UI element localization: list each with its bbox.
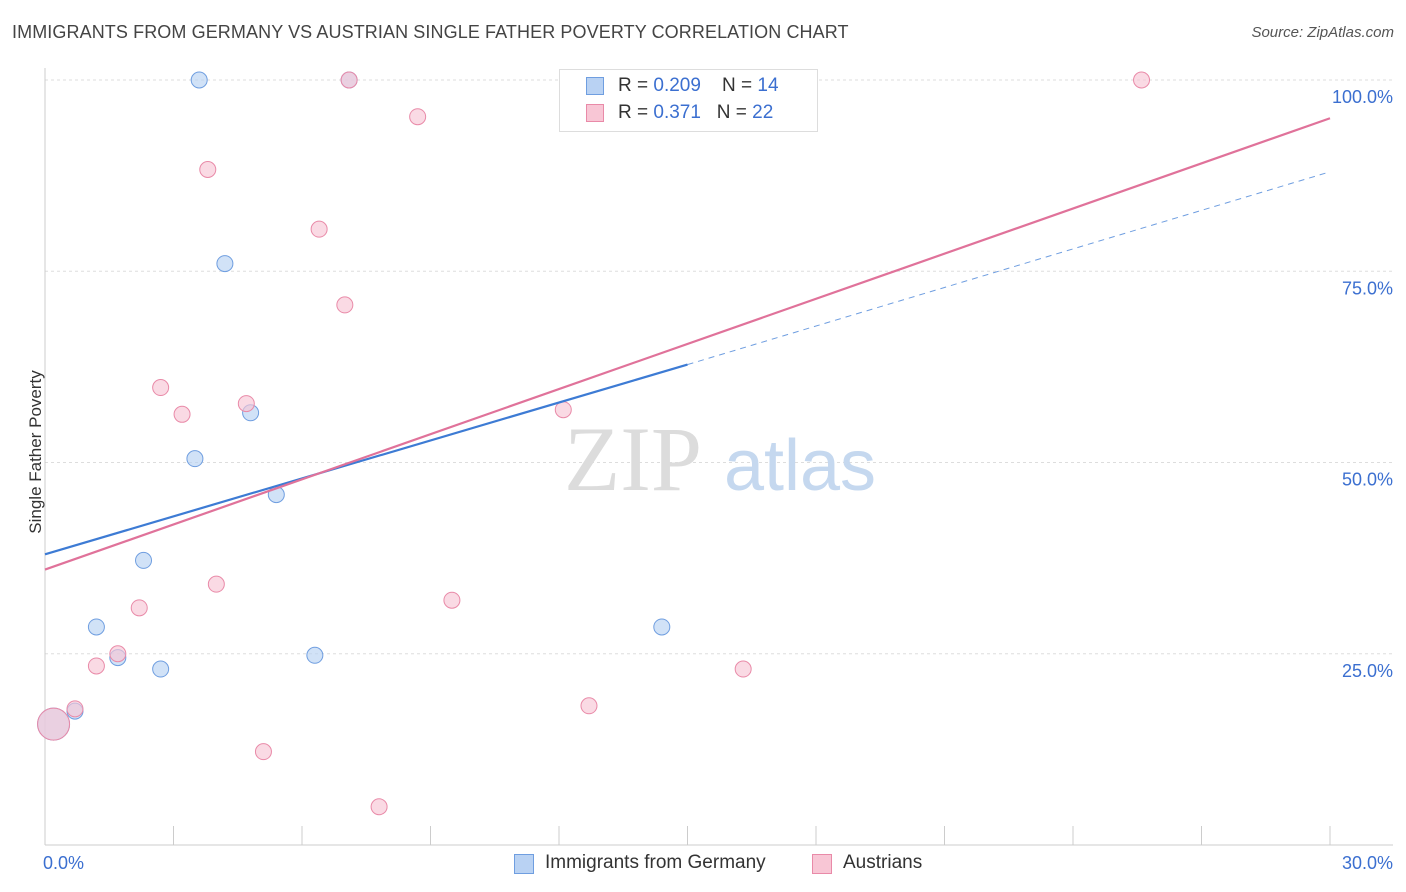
point-austrians-12 bbox=[336, 296, 354, 314]
series-legend-label-germany: Immigrants from Germany bbox=[545, 852, 766, 873]
legend-r-label: R = bbox=[618, 102, 654, 123]
point-germany-11 bbox=[306, 646, 324, 664]
chart-title: IMMIGRANTS FROM GERMANY VS AUSTRIAN SING… bbox=[12, 22, 849, 42]
point-austrians-14 bbox=[370, 798, 388, 816]
point-austrians-3 bbox=[109, 645, 127, 663]
point-austrians-2 bbox=[87, 657, 105, 675]
legend-r-label: R = bbox=[618, 75, 654, 96]
point-austrians-16 bbox=[443, 591, 461, 609]
watermark-zip: ZIP bbox=[564, 408, 702, 510]
x-tick-label-min: 0.0% bbox=[43, 853, 84, 873]
point-austrians-17 bbox=[554, 401, 572, 419]
point-austrians-20 bbox=[1133, 71, 1151, 89]
point-austrians-6 bbox=[173, 405, 191, 423]
point-austrians-1 bbox=[66, 700, 84, 718]
legend-n-value-austrians: 22 bbox=[752, 102, 774, 123]
point-austrians-11 bbox=[310, 220, 328, 238]
y-tick-label-50: 50.0% bbox=[1342, 470, 1393, 490]
point-germany-7 bbox=[190, 71, 208, 89]
series-legend-label-austrians: Austrians bbox=[843, 852, 923, 873]
point-austrians-4 bbox=[130, 599, 148, 617]
series-legend-swatch-germany bbox=[514, 854, 534, 874]
point-austrians-18 bbox=[580, 697, 598, 715]
y-tick-label-75: 75.0% bbox=[1342, 278, 1393, 298]
series-legend-swatch-austrians bbox=[812, 854, 832, 874]
grid-lines bbox=[45, 79, 1393, 655]
point-germany-8 bbox=[216, 255, 234, 273]
point-austrians-5 bbox=[152, 379, 170, 397]
legend-swatch-germany bbox=[586, 77, 604, 95]
point-austrians-8 bbox=[207, 575, 225, 593]
trend-line-germany-extension bbox=[687, 171, 1331, 366]
point-austrians-0 bbox=[37, 707, 71, 741]
x-tick-label-max: 30.0% bbox=[1342, 853, 1393, 873]
point-austrians-7 bbox=[199, 161, 217, 179]
trend-line-germany bbox=[44, 363, 688, 556]
data-points bbox=[37, 71, 1151, 816]
y-tick-label-100: 100.0% bbox=[1332, 87, 1393, 107]
legend-swatch-austrians bbox=[586, 104, 604, 122]
point-germany-6 bbox=[186, 450, 204, 468]
source-label: Source: ZipAtlas.com bbox=[1251, 24, 1394, 41]
axes bbox=[44, 68, 1393, 846]
point-austrians-13 bbox=[340, 71, 358, 89]
legend-n-value-germany: 14 bbox=[757, 75, 779, 96]
legend-r-value-germany: 0.209 bbox=[653, 75, 701, 96]
trend-line-austrians bbox=[44, 117, 1331, 571]
trend-lines bbox=[44, 117, 1331, 571]
legend-r-value-austrians: 0.371 bbox=[653, 102, 701, 123]
point-austrians-15 bbox=[409, 108, 427, 126]
point-austrians-9 bbox=[237, 395, 255, 413]
watermark: ZIP atlas bbox=[564, 408, 876, 510]
point-germany-13 bbox=[653, 618, 671, 636]
tick-labels: 25.0% 50.0% 75.0% 100.0% 0.0% 30.0% bbox=[43, 87, 1393, 873]
point-austrians-10 bbox=[254, 743, 272, 761]
point-germany-5 bbox=[152, 660, 170, 678]
legend-n-label: N = bbox=[716, 102, 753, 123]
y-tick-label-25: 25.0% bbox=[1342, 661, 1393, 681]
legend-n-label: N = bbox=[722, 75, 758, 96]
stats-legend: R = 0.209 N = 14 R = 0.371 N = 22 bbox=[559, 69, 818, 132]
y-axis-label: Single Father Poverty bbox=[26, 370, 45, 534]
point-austrians-19 bbox=[734, 660, 752, 678]
point-germany-4 bbox=[135, 551, 153, 569]
point-germany-2 bbox=[87, 618, 105, 636]
watermark-atlas: atlas bbox=[724, 426, 876, 506]
